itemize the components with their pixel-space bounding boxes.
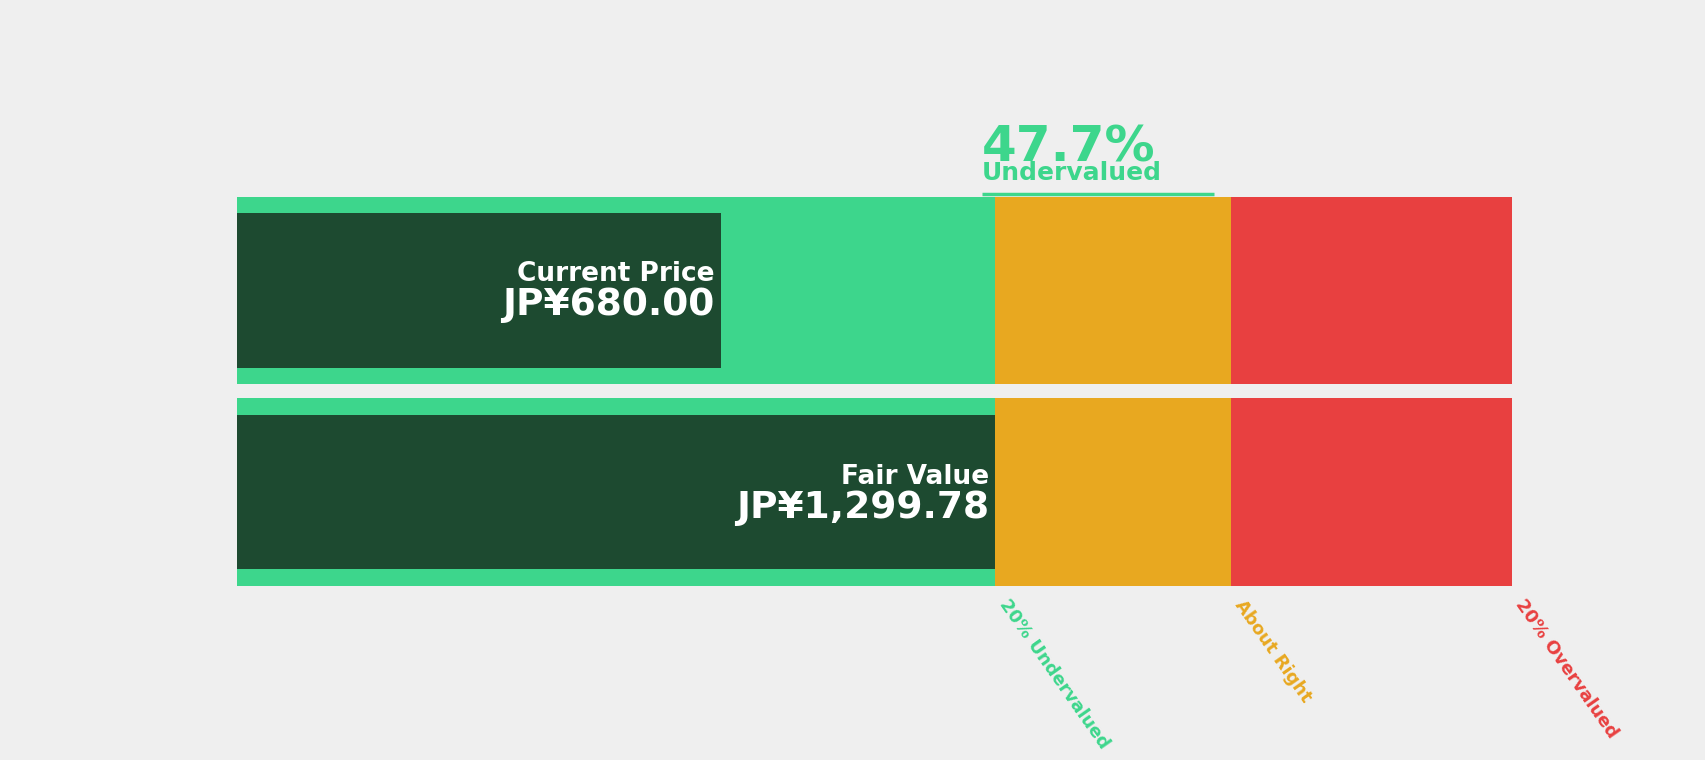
Bar (237, 197, 994, 384)
Text: Fair Value: Fair Value (841, 464, 989, 490)
Text: Current Price: Current Price (517, 261, 714, 287)
Text: 20% Overvalued: 20% Overvalued (1511, 597, 1620, 742)
Bar (237, 213, 721, 368)
Text: 47.7%: 47.7% (982, 123, 1154, 172)
Text: JP¥680.00: JP¥680.00 (503, 287, 714, 323)
Bar (994, 197, 1231, 384)
Bar (237, 398, 994, 586)
Text: About Right: About Right (1231, 597, 1315, 705)
Text: 20% Undervalued: 20% Undervalued (994, 597, 1112, 752)
Bar (1231, 197, 1511, 384)
Bar (1231, 398, 1511, 586)
Text: JP¥1,299.78: JP¥1,299.78 (735, 490, 989, 527)
Bar (994, 398, 1231, 586)
Bar (237, 414, 994, 569)
Text: Undervalued: Undervalued (982, 161, 1161, 185)
